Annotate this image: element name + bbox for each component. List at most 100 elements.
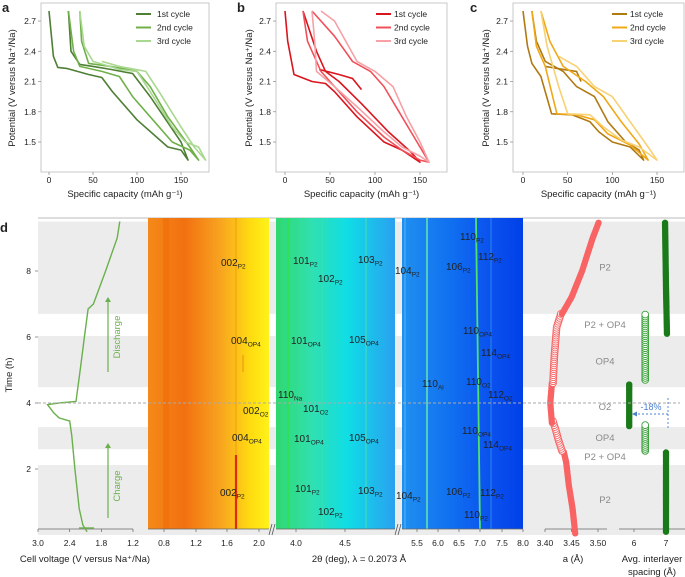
peak-hkl: 110 [462,426,478,437]
charge-arrowhead-icon [105,443,111,448]
peak-phase-subscript: P2 [237,494,245,501]
peak-phase-subscript: O2 [504,396,513,403]
y-tick-label: 8 [26,266,31,276]
peak-hkl: 004 [231,336,248,347]
x-axis-label-line2: spacing (Å) [628,567,676,577]
x-tick-label: 4.0 [290,538,302,548]
peak-phase-subscript: O2 [320,410,329,417]
peak-label: 110O2 [466,377,491,390]
y-tick-label: 1.5 [496,137,508,147]
plot-frame [40,2,210,173]
panel-letter: b [237,0,245,15]
x-tick-label: 1.2 [127,538,139,548]
peak-label: 103P2 [358,255,383,268]
peak-phase-subscript: Al [438,385,444,392]
peak-hkl: 102 [318,274,335,285]
axis-break-mark [397,523,402,536]
peak-label: 110P2 [460,232,484,245]
x-tick-label: 150 [650,175,664,185]
peak-label: 102P2 [318,507,343,520]
panel-letter: a [2,0,10,15]
y-axis-label: Potential (V versus Na⁺/Na) [481,29,492,146]
axis-break-mark [268,523,273,536]
legend-label: 1st cycle [630,9,663,19]
peak-label: 101P2 [293,256,318,269]
peak-label: 105OP4 [349,335,379,348]
interlayer-spacing-point [661,219,669,227]
peak-label: 106P2 [446,487,471,500]
legend-label: 3rd cycle [630,36,664,46]
series-line-1-tail [319,68,363,91]
x-axis-label: Cell voltage (V versus Na⁺/Na) [20,554,150,565]
y-axis-label: Time (h) [4,357,15,392]
plot-frame [275,2,448,173]
x-tick-label: 6.5 [453,538,465,548]
peak-label: 002P2 [220,488,245,501]
peak-phase-subscript: P2 [463,493,471,500]
panel-a: a 0 50 100 150 1.5 1.8 2.1 2.4 2.7 Specific capaci… [2,0,210,200]
y-tick-label: 2.7 [259,16,271,26]
x-tick-label: 2.4 [64,538,76,548]
x-axis-label-line1: Avg. interlayer [622,554,683,565]
peak-hkl: 105 [349,433,366,444]
x-tick-label: 50 [88,175,98,185]
x-axis-label: a (Å) [563,554,584,565]
voltage-curve [46,221,121,533]
x-tick-label: 150 [174,175,188,185]
y-tick-label: 2.4 [259,46,271,56]
y-tick-label: 1.8 [259,107,271,117]
phase-label: P2 + OP4 [584,452,625,463]
series-line-3 [540,10,658,161]
x-tick-label: 5.5 [411,538,423,548]
axis-break-mark [271,523,276,536]
peak-label: 106P2 [446,262,471,275]
y-tick-label: 2.7 [496,16,508,26]
peak-label: 004OP4 [231,336,261,349]
peak-phase-subscript: OP4 [366,439,379,446]
panel-letter: d [0,220,8,235]
y-tick-label: 1.5 [24,137,36,147]
panel-c: c 0 50 100 150 1.5 1.8 2.1 2.4 2.7 Specific capaci… [470,0,685,200]
peak-label: 104P2 [396,491,421,504]
peak-label: 101O2 [303,404,329,417]
phase-label: P2 + OP4 [584,320,625,331]
peak-phase-subscript: P2 [496,494,504,501]
x-tick-label: 50 [325,175,335,185]
series-line-2 [531,10,649,161]
discharge-label: Discharge [112,316,123,359]
peak-phase-subscript: O2 [260,412,269,419]
diffraction-peak-line [475,217,481,530]
peak-phase-subscript: P2 [312,490,320,497]
legend-label: 3rd cycle [394,36,428,46]
y-tick-label: 2 [26,464,31,474]
peak-hkl: 101 [291,336,308,347]
x-axis-label: Specific capacity (mAh g⁻¹) [304,189,419,200]
peak-hkl: 106 [446,487,463,498]
peak-hkl: 114 [483,440,499,451]
peak-label: 112P2 [478,252,502,265]
peak-phase-subscript: Na [294,396,303,403]
y-axis-label: Potential (V versus Na⁺/Na) [7,29,18,146]
legend-label: 3rd cycle [157,36,191,46]
phase-label: O2 [599,402,612,413]
x-tick-label: 2.0 [253,538,265,548]
series-line-1 [48,10,189,161]
y-axis-label: Potential (V versus Na⁺/Na) [244,29,255,146]
peak-hkl: 110 [460,232,476,243]
legend-label: 2nd cycle [157,23,193,33]
x-tick-label: 0 [47,175,52,185]
x-axis-label: Specific capacity (mAh g⁻¹) [541,189,656,200]
x-tick-label: 3.50 [590,538,607,548]
peak-phase-subscript: OP4 [308,342,321,349]
x-tick-label: 7 [664,538,669,548]
y-tick-label: 2.7 [24,16,36,26]
x-tick-label: 50 [563,175,573,185]
y-tick-label: 1.8 [496,107,508,117]
legend-label: 1st cycle [157,9,190,19]
peak-phase-subscript: P2 [412,272,420,279]
x-tick-label: 7.5 [496,538,508,548]
peak-label: 102P2 [318,274,343,287]
peak-hkl: 101 [303,404,320,415]
y-tick-label: 1.8 [24,107,36,117]
xrd-heatmap [148,217,523,530]
